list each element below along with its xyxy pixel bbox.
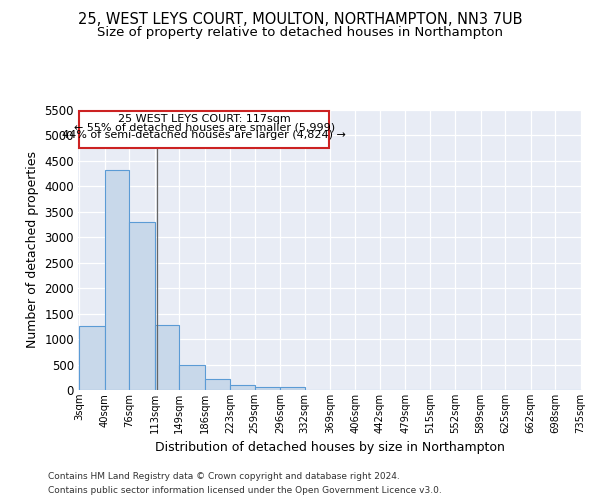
Text: Size of property relative to detached houses in Northampton: Size of property relative to detached ho… [97, 26, 503, 39]
Text: 44% of semi-detached houses are larger (4,824) →: 44% of semi-detached houses are larger (… [62, 130, 346, 140]
Bar [79, 326, 105, 390]
Text: 25 WEST LEYS COURT: 117sqm: 25 WEST LEYS COURT: 117sqm [118, 114, 291, 124]
Text: 25, WEST LEYS COURT, MOULTON, NORTHAMPTON, NN3 7UB: 25, WEST LEYS COURT, MOULTON, NORTHAMPTO… [78, 12, 522, 28]
FancyBboxPatch shape [79, 110, 329, 148]
Bar [254, 387, 280, 390]
Text: Contains HM Land Registry data © Crown copyright and database right 2024.: Contains HM Land Registry data © Crown c… [48, 472, 400, 481]
Bar [230, 386, 254, 390]
Text: ← 55% of detached houses are smaller (5,999): ← 55% of detached houses are smaller (5,… [74, 122, 335, 132]
Bar [155, 325, 179, 390]
Text: Contains public sector information licensed under the Open Government Licence v3: Contains public sector information licen… [48, 486, 442, 495]
Bar [205, 379, 230, 390]
Bar [280, 387, 305, 390]
Bar [105, 170, 130, 390]
Y-axis label: Number of detached properties: Number of detached properties [26, 152, 38, 348]
Bar [179, 365, 205, 390]
X-axis label: Distribution of detached houses by size in Northampton: Distribution of detached houses by size … [155, 442, 505, 454]
Bar [130, 222, 155, 390]
